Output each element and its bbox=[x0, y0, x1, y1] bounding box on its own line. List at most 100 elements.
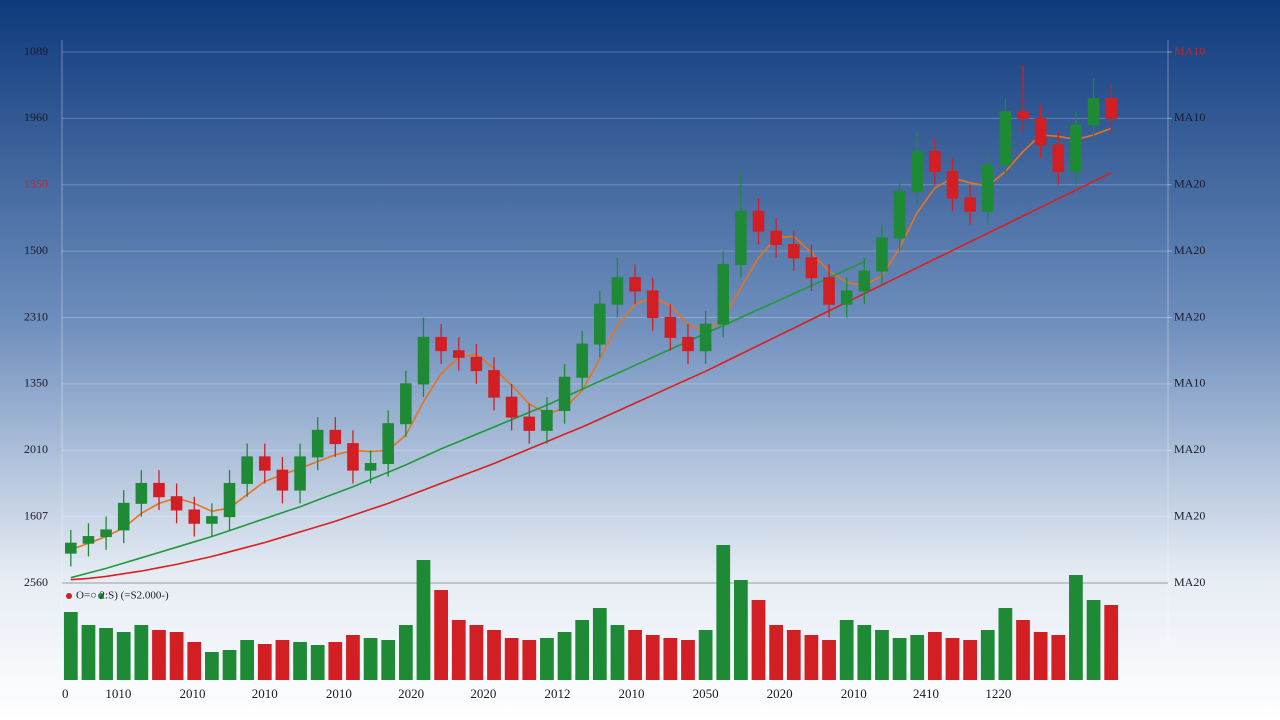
volume-bar bbox=[681, 640, 695, 680]
x-tick-label: 2050 bbox=[693, 686, 719, 701]
candle-body bbox=[1034, 117, 1047, 146]
candle-body bbox=[629, 277, 641, 292]
candle-body bbox=[82, 536, 95, 544]
volume-bar bbox=[381, 640, 396, 680]
y2-tick-label: MA10 bbox=[1174, 376, 1205, 390]
ma-lines bbox=[70, 127, 1112, 581]
ma-line bbox=[70, 260, 865, 579]
candle-body bbox=[347, 443, 359, 471]
x-tick-label: 2020 bbox=[767, 686, 793, 701]
candle-body bbox=[117, 502, 130, 531]
candle-body bbox=[241, 456, 253, 484]
candle-body bbox=[470, 356, 483, 372]
volume-bar bbox=[804, 635, 819, 680]
volume-bar bbox=[504, 638, 519, 680]
candle-body bbox=[1105, 97, 1117, 119]
y-tick-label: 2560 bbox=[24, 575, 48, 589]
candle-body bbox=[170, 496, 183, 511]
volume-bar bbox=[839, 620, 854, 680]
candle-body bbox=[223, 482, 236, 518]
volume-bar bbox=[998, 608, 1013, 680]
x-tick-label: 0 bbox=[62, 686, 69, 701]
x-tick-label: 2020 bbox=[470, 686, 496, 701]
candle-body bbox=[911, 151, 924, 192]
candle-body bbox=[876, 237, 888, 272]
candle-body bbox=[840, 290, 853, 305]
candle-body bbox=[823, 277, 835, 305]
volume-bar bbox=[963, 640, 977, 680]
volume-bar bbox=[1016, 620, 1030, 680]
volume-bar bbox=[63, 612, 78, 680]
candle-body bbox=[752, 210, 765, 232]
candle-body bbox=[717, 263, 730, 325]
y2-tick-label: MA20 bbox=[1174, 243, 1205, 257]
y-tick-label: 2310 bbox=[24, 309, 48, 323]
candle-body bbox=[646, 290, 659, 319]
x-tick-label: 2012 bbox=[544, 686, 570, 701]
y2-tick-label: MA10 bbox=[1174, 44, 1205, 58]
x-tick-label: 2010 bbox=[179, 686, 205, 701]
volume-bar bbox=[434, 590, 448, 680]
candle-body bbox=[735, 210, 747, 265]
y2-tick-label: MA10 bbox=[1174, 110, 1205, 124]
candle-body bbox=[258, 456, 271, 471]
volume-bar bbox=[240, 640, 255, 680]
y-tick-label: 1500 bbox=[24, 243, 48, 257]
candle-body bbox=[311, 429, 324, 458]
volume-bar bbox=[628, 630, 642, 680]
volume-bar bbox=[557, 632, 572, 680]
volume-bar bbox=[610, 625, 625, 680]
grid bbox=[62, 51, 1172, 584]
candle-body bbox=[523, 416, 536, 431]
legend-dot bbox=[98, 593, 104, 599]
volume-bar bbox=[592, 608, 607, 680]
volume-bar bbox=[1033, 632, 1048, 680]
volume-bar bbox=[346, 635, 360, 680]
volume-bar bbox=[769, 625, 784, 680]
volume-bar bbox=[310, 645, 325, 680]
candle-body bbox=[1017, 111, 1029, 119]
volume-bar bbox=[540, 638, 554, 680]
y2-tick-label: MA20 bbox=[1174, 508, 1205, 522]
candle-body bbox=[929, 151, 941, 172]
volume-bar bbox=[81, 625, 96, 680]
candle-body bbox=[664, 317, 677, 338]
y-tick-label: 1550 bbox=[24, 177, 48, 191]
y-tick-label: 1607 bbox=[24, 508, 48, 522]
volume-bar bbox=[169, 632, 184, 680]
candle-body bbox=[364, 463, 377, 471]
x-tick-label: 2410 bbox=[913, 686, 939, 701]
volume-bar bbox=[152, 630, 166, 680]
volume-bar bbox=[116, 632, 131, 680]
candle-body bbox=[999, 111, 1012, 166]
x-tick-label: 2020 bbox=[398, 686, 424, 701]
volume-bar bbox=[663, 638, 678, 680]
x-tick-label: 2010 bbox=[619, 686, 645, 701]
candle-body bbox=[400, 383, 412, 425]
candle-body bbox=[682, 336, 694, 352]
candle-body bbox=[964, 197, 976, 212]
legend-dot bbox=[66, 593, 72, 599]
volume-bar bbox=[487, 630, 501, 680]
x-tick-label: 2010 bbox=[841, 686, 867, 701]
y-tick-label: 1960 bbox=[24, 110, 48, 124]
y-tick-label: 1089 bbox=[24, 44, 48, 58]
volume-bar bbox=[363, 638, 378, 680]
candle-body bbox=[699, 323, 712, 352]
candle-body bbox=[294, 456, 306, 491]
volume-bar bbox=[1086, 600, 1101, 680]
volume-bar bbox=[822, 640, 836, 680]
volume-bar bbox=[134, 625, 149, 680]
candle-body bbox=[452, 350, 465, 358]
volume-bar bbox=[328, 642, 343, 680]
volume-bar bbox=[451, 620, 466, 680]
volume-bar bbox=[645, 635, 660, 680]
volume-bar bbox=[205, 652, 219, 680]
x-tick-label: 1220 bbox=[985, 686, 1011, 701]
volume-bar bbox=[892, 638, 907, 680]
candle-body bbox=[1087, 97, 1100, 126]
volume-bar bbox=[275, 640, 290, 680]
candle-body bbox=[893, 190, 906, 239]
volume-bar bbox=[857, 625, 872, 680]
candle-body bbox=[206, 516, 218, 524]
